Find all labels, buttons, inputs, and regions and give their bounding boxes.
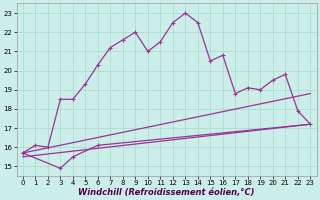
X-axis label: Windchill (Refroidissement éolien,°C): Windchill (Refroidissement éolien,°C): [78, 188, 255, 197]
